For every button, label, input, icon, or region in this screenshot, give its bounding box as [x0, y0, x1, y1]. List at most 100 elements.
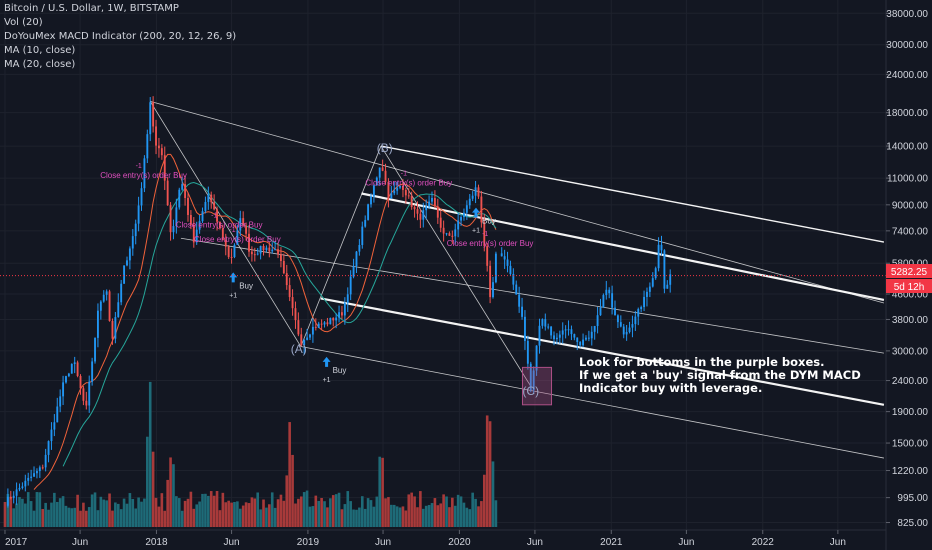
candle: [245, 225, 248, 234]
volume-bar: [346, 491, 350, 527]
price-tick-label: 3800.00: [892, 315, 929, 326]
candle: [152, 102, 155, 127]
candle: [361, 226, 364, 246]
projection-candle: [593, 326, 596, 332]
channel-line: [300, 145, 382, 347]
projection-candle: [616, 315, 619, 323]
volume-bar: [352, 509, 355, 527]
candle: [65, 376, 67, 383]
candle: [128, 248, 131, 261]
candle: [474, 187, 477, 196]
candle: [311, 326, 314, 335]
volume-bar: [288, 422, 291, 527]
candle: [465, 205, 468, 213]
volume-bar: [445, 496, 448, 527]
candle: [131, 236, 134, 249]
candle: [227, 246, 230, 257]
channel-line: [361, 192, 885, 302]
volume-bar: [311, 506, 315, 527]
legend-ma20[interactable]: MA (20, close): [4, 59, 76, 70]
time-axis[interactable]: 2017 Jun 2018 Jun 2019 Jun 2020 Jun 2021 Jun 2022 J…: [0, 529, 886, 548]
wave-labels: (A) (B) (C): [291, 141, 539, 398]
volume-bar: [53, 492, 56, 527]
candle: [96, 310, 99, 338]
candle: [105, 291, 108, 295]
projection-candle: [657, 244, 660, 269]
volume-bar: [462, 502, 466, 527]
volume-bar: [24, 503, 27, 527]
candle: [137, 205, 140, 224]
projection-candle: [640, 307, 643, 310]
volume-bar: [180, 510, 184, 527]
projection-candle: [529, 363, 532, 390]
legend-volume[interactable]: Vol (20): [4, 17, 43, 28]
volume-bar: [224, 502, 228, 527]
countdown-value: 5d 12h: [894, 282, 925, 293]
projection-candle: [669, 274, 672, 285]
minus-one-label: -1: [136, 163, 142, 170]
candle: [192, 224, 195, 243]
wave-label: (B): [377, 141, 393, 155]
candle: [387, 181, 390, 199]
projection-candle: [602, 295, 605, 308]
volume-bar: [114, 502, 117, 527]
volume-bar: [323, 501, 326, 527]
volume-bar: [488, 421, 492, 527]
volume-bar: [308, 506, 312, 527]
volume-bar: [116, 503, 120, 527]
volume-bar: [372, 506, 376, 527]
volume-bar: [299, 496, 303, 527]
price-tag-box: [886, 264, 932, 278]
price-tick-label: 4600.00: [892, 290, 929, 301]
candle: [117, 302, 120, 318]
candle: [332, 318, 335, 321]
legend-ma10[interactable]: MA (10, close): [4, 45, 76, 56]
legend-title[interactable]: Bitcoin / U.S. Dollar, 1W, BITSTAMP: [4, 3, 179, 14]
projection-candle: [500, 253, 503, 257]
time-tick-label: Jun: [224, 537, 240, 548]
channel-line: [300, 346, 885, 459]
volume-bar: [459, 496, 463, 527]
candle: [189, 214, 192, 225]
volume-bar: [221, 492, 225, 527]
candle: [76, 362, 79, 376]
candle: [378, 167, 381, 178]
price-tick-label: 1900.00: [892, 407, 929, 418]
trend-channel-lines[interactable]: [149, 100, 885, 459]
annotation-line-3: Indicator buy with leverage.: [579, 381, 762, 395]
minus-one-label: -1: [482, 231, 488, 238]
price-tick-label: 995.00: [897, 493, 928, 504]
candle: [349, 276, 352, 295]
moving-averages: [33, 153, 497, 490]
annotation: Look for bottoms in the purple boxes. If…: [579, 355, 861, 395]
volume-bar: [192, 508, 196, 527]
wave-label: (C): [522, 384, 539, 398]
candle: [268, 247, 271, 252]
volume-bar: [163, 510, 167, 527]
legend-macd[interactable]: DoYouMex MACD Indicator (200, 20, 12, 26…: [4, 31, 237, 42]
price-tick-label: 3000.00: [892, 346, 929, 357]
projection-candle: [587, 337, 590, 339]
volume-bar: [482, 474, 486, 527]
time-tick-label: 2017: [5, 537, 28, 548]
price-tick-label: 18000.00: [886, 108, 928, 119]
projection-candles: [500, 235, 672, 395]
projection-candle: [570, 329, 573, 335]
volume-bar: [47, 509, 50, 527]
candle: [175, 207, 178, 227]
volume-bar: [134, 508, 138, 527]
candle: [56, 406, 59, 423]
candle: [35, 471, 38, 474]
projection-candle: [535, 345, 538, 371]
candle: [169, 205, 172, 233]
purple-box[interactable]: [521, 366, 553, 406]
volume-bar: [314, 495, 318, 527]
candle: [463, 212, 465, 218]
candle: [280, 254, 282, 261]
volume-bar: [9, 496, 13, 527]
volume-bar: [87, 507, 91, 527]
candle: [239, 218, 242, 231]
buy-signal-label: Buy: [239, 281, 253, 290]
candle: [407, 195, 410, 197]
